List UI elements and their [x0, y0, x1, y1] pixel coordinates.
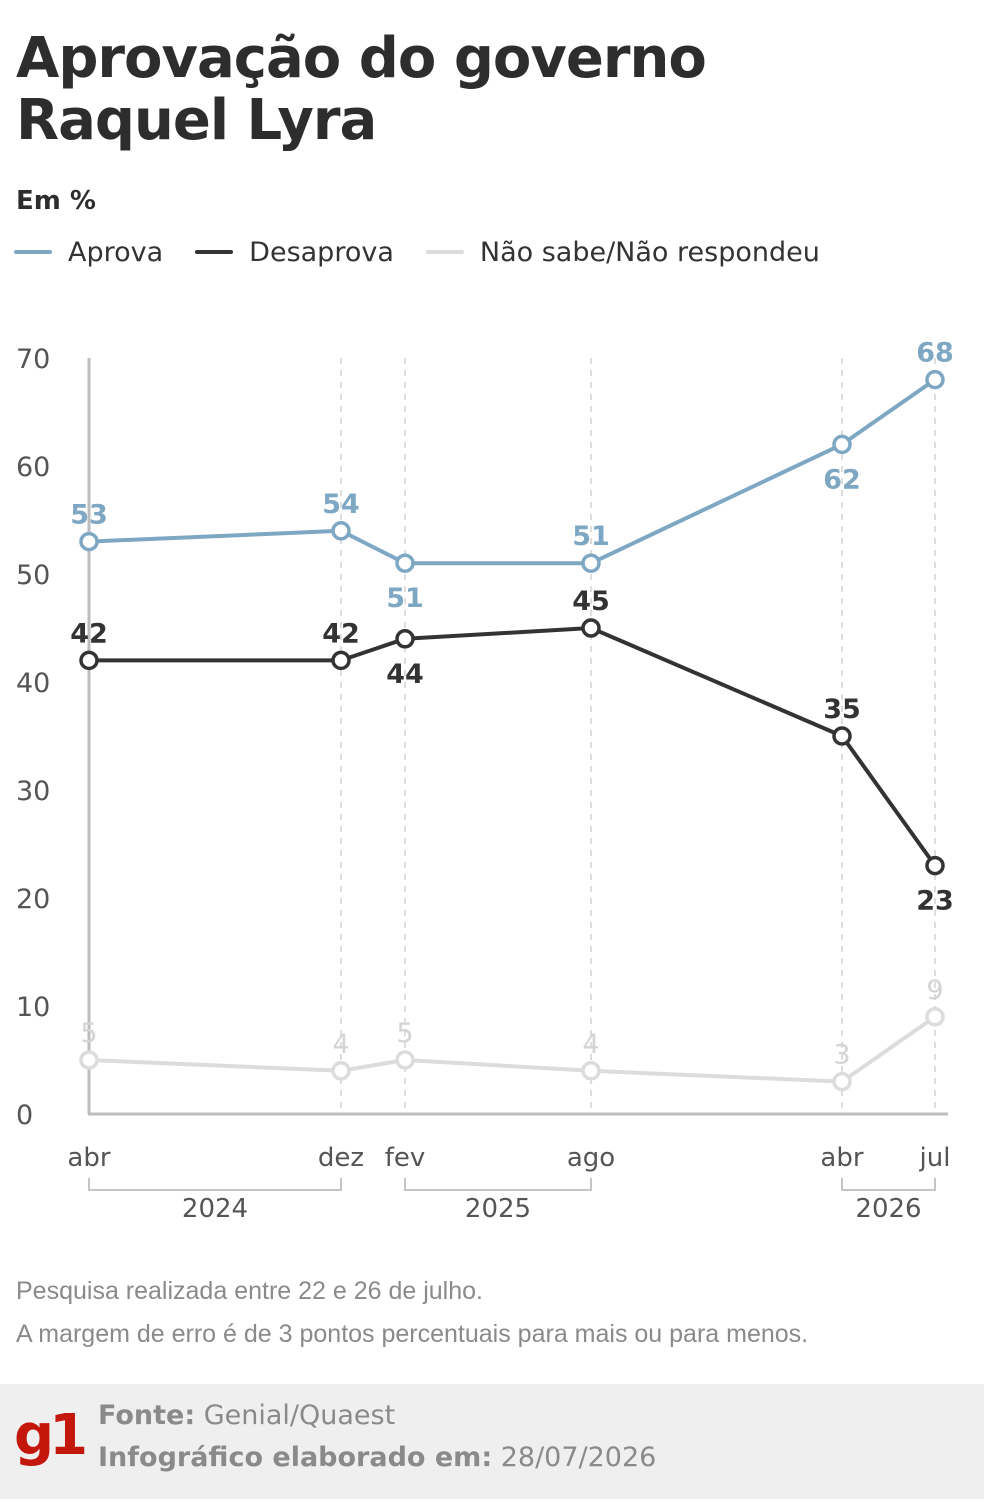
x-tick-label-1: dez	[318, 1143, 364, 1173]
series-0-point-3	[581, 553, 601, 573]
legend-item-2: Não sabe/Não respondeu	[425, 236, 820, 268]
series-2-data-label-2: 5	[396, 1018, 413, 1049]
series-0-data-label-3: 51	[572, 521, 610, 552]
series-2-point-4	[832, 1071, 852, 1092]
year-bracket-2025	[404, 1178, 592, 1191]
y-tick-label-5: 50	[16, 560, 50, 591]
series-1-data-label-3: 45	[572, 586, 610, 617]
year-label-2025: 2025	[465, 1194, 531, 1224]
series-2-point-2	[395, 1050, 415, 1070]
y-tick-label-0: 0	[16, 1100, 33, 1131]
unit-label: Em %	[16, 186, 96, 216]
series-2-data-label-4: 3	[833, 1040, 850, 1071]
footer: g1 Fonte: Genial/Quaest Infográfico elab…	[0, 1384, 984, 1499]
line-chart: 0 10 20 30 40 50 60 70 abr dez fev ago abr jul 2024 202…	[16, 338, 954, 1224]
series-2-data-label-5: 9	[926, 975, 943, 1006]
notes: Pesquisa realizada entre 22 e 26 de julh…	[16, 1270, 808, 1356]
legend-item-1: Desaprova	[195, 237, 394, 268]
series-0-data-label-5: 68	[916, 338, 954, 369]
legend-label-0: Aprova	[68, 236, 164, 268]
series-0-point-1	[331, 521, 351, 541]
series-0-data-label-1: 54	[322, 489, 360, 520]
series-2-data-label-3: 4	[582, 1029, 599, 1060]
series-2-point-1	[331, 1061, 351, 1081]
series-0-point-5	[925, 369, 945, 390]
legend-swatch-1	[195, 250, 234, 254]
y-tick-label-3: 30	[16, 776, 50, 807]
series-0-data-label-0: 53	[70, 500, 108, 531]
series-line-0	[88, 377, 937, 566]
y-tick-label-4: 40	[16, 668, 50, 699]
title-line-1: Aprovação do governo	[16, 26, 707, 91]
note-survey-period: Pesquisa realizada entre 22 e 26 de julh…	[16, 1277, 483, 1305]
series-0-point-0	[79, 531, 99, 552]
series-1-data-label-0: 42	[70, 618, 108, 649]
series-0-data-label-4: 62	[823, 464, 861, 495]
year-bracket-2024	[88, 1178, 342, 1191]
x-tick-label-3: ago	[567, 1143, 615, 1173]
source-label: Fonte:	[98, 1400, 196, 1431]
series-0-data-label-2: 51	[386, 583, 424, 614]
series-1-point-0	[79, 650, 99, 671]
x-tick-label-0: abr	[67, 1143, 110, 1173]
series-1-point-3	[581, 618, 601, 638]
legend-swatch-0	[14, 250, 52, 254]
x-tick-label-2: fev	[385, 1143, 426, 1173]
year-label-2026: 2026	[855, 1194, 921, 1224]
series-2-data-label-0: 5	[80, 1018, 97, 1049]
y-tick-label-6: 60	[16, 452, 50, 483]
source-value: Genial/Quaest	[203, 1400, 396, 1431]
series-1-data-label-4: 35	[823, 694, 861, 725]
series-1-data-label-5: 23	[916, 886, 954, 917]
legend: Aprova Desaprova Não sabe/Não respondeu	[14, 232, 852, 272]
x-tick-label-5: jul	[919, 1143, 951, 1173]
note-margin-of-error: A margem de erro é de 3 pontos percentua…	[16, 1320, 809, 1348]
x-tick-label-4: abr	[820, 1143, 863, 1173]
legend-item-0: Aprova	[14, 237, 163, 268]
source-line: Fonte: Genial/Quaest	[98, 1400, 395, 1431]
chart-title: Aprovação do governo Raquel Lyra	[16, 28, 916, 152]
date-value: 28/07/2026	[500, 1442, 657, 1473]
g1-logo: g1	[14, 1403, 88, 1468]
series-2-point-5	[925, 1007, 945, 1027]
legend-label-1: Desaprova	[249, 236, 394, 268]
series-1-data-label-1: 42	[322, 618, 360, 649]
year-label-2024: 2024	[182, 1194, 248, 1224]
legend-swatch-2	[425, 250, 464, 254]
series-1-point-5	[925, 855, 945, 876]
series-2-point-0	[79, 1050, 99, 1070]
series-0-point-2	[395, 553, 415, 573]
date-label: Infográfico elaborado em:	[98, 1442, 493, 1473]
series-2-data-label-1: 4	[332, 1029, 349, 1060]
date-line: Infográfico elaborado em: 28/07/2026	[98, 1442, 656, 1473]
y-tick-label-7: 70	[16, 344, 50, 375]
series-2-point-3	[581, 1061, 601, 1081]
legend-label-2: Não sabe/Não respondeu	[479, 236, 820, 268]
series-1-data-label-2: 44	[386, 659, 424, 690]
series-line-2	[88, 1015, 937, 1084]
series-1-point-2	[395, 629, 415, 649]
y-tick-label-1: 10	[16, 992, 50, 1023]
series-0-point-4	[832, 434, 852, 455]
title-line-2: Raquel Lyra	[16, 88, 377, 153]
series-1-point-4	[832, 726, 852, 746]
series-1-point-1	[331, 650, 351, 671]
y-tick-label-2: 20	[16, 884, 50, 915]
series-line-1	[89, 626, 937, 867]
year-bracket-2026	[841, 1178, 936, 1191]
